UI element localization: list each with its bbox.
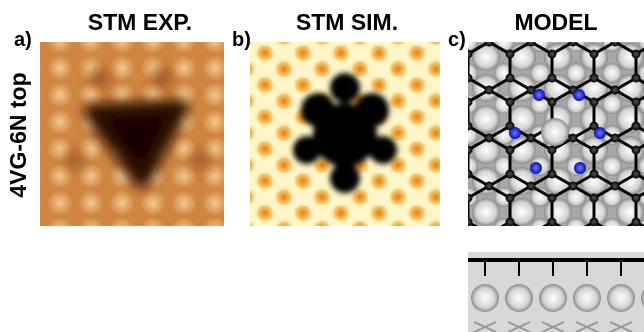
panel-label: c) — [448, 29, 466, 51]
row-label: 4VG-6N top — [5, 72, 31, 197]
panel-title: STM SIM. — [296, 9, 398, 35]
panel-label: b) — [232, 29, 251, 51]
panel-label: a) — [14, 29, 32, 51]
panel-title: MODEL — [514, 9, 597, 35]
panel-title: STM EXP. — [88, 9, 192, 35]
model-top-view — [468, 42, 644, 226]
figure: a) STM EXP. b) STM SIM. c) MODEL 4VG-6N … — [0, 0, 644, 332]
model-side-view — [468, 252, 644, 332]
stm-exp-image — [40, 42, 224, 226]
stm-sim-image — [250, 42, 440, 226]
